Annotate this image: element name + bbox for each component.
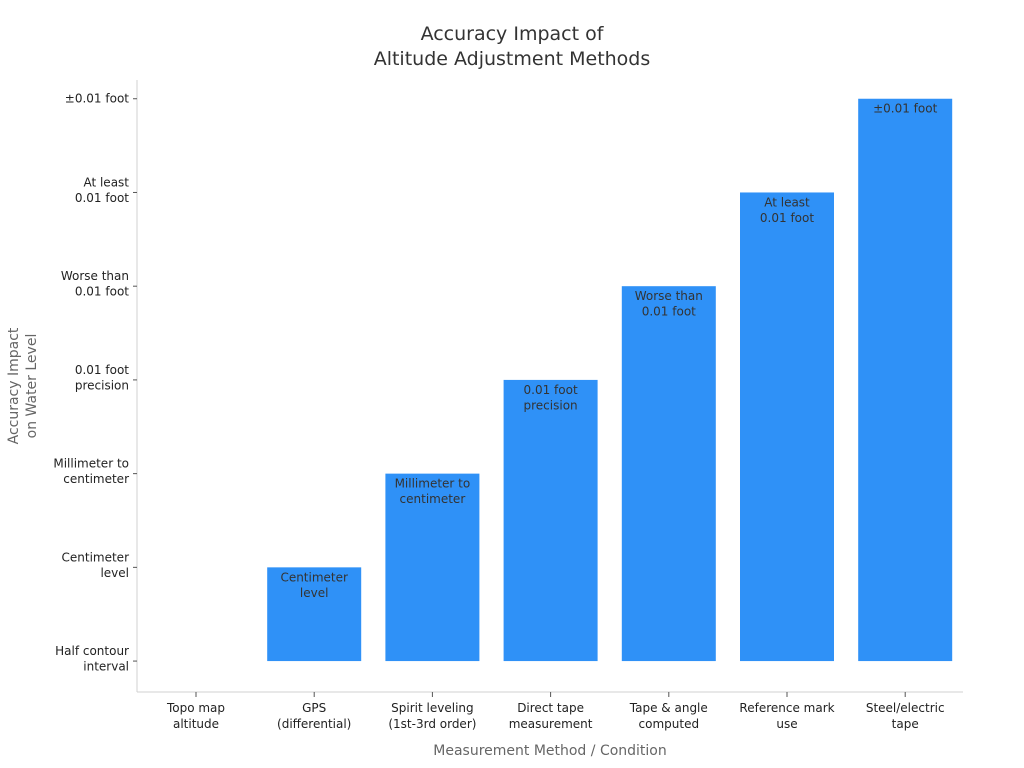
bar-data-label: 0.01 foot precision xyxy=(524,383,578,413)
y-tick-label: Worse than 0.01 foot xyxy=(61,269,129,299)
y-tick-label: ±0.01 foot xyxy=(65,92,129,106)
bar-data-label: Centimeter level xyxy=(280,570,348,600)
y-ticks: Half contour interval Centimeter level Milli… xyxy=(53,92,137,674)
y-tick-label: Centimeter level xyxy=(62,550,130,580)
y-tick-label: 0.01 foot precision xyxy=(75,363,129,393)
y-tick-label: Half contour interval xyxy=(55,644,129,674)
x-tick-label: Spirit leveling (1st-3rd order) xyxy=(388,701,476,731)
x-ticks: Topo map altitude GPS (differential) Spirit … xyxy=(166,692,945,731)
x-tick-label: Tape & angle computed xyxy=(629,701,708,731)
bar xyxy=(621,286,716,662)
y-axis-title-text: Accuracy Impact on Water Level xyxy=(6,327,40,444)
bar-data-label: At least 0.01 foot xyxy=(760,195,814,225)
bar xyxy=(267,567,362,662)
plot-area: Centimeter level Millimeter to centimeter 0.… xyxy=(53,80,963,731)
y-tick-label: At least 0.01 foot xyxy=(75,175,129,205)
x-tick-label: Reference mark use xyxy=(739,701,834,731)
chart-title: Accuracy Impact of Altitude Adjustment Me… xyxy=(374,23,651,70)
x-tick-label: Steel/electric tape xyxy=(866,701,945,731)
bar-data-label: Worse than 0.01 foot xyxy=(635,289,703,319)
bar-labels: Centimeter level Millimeter to centimeter 0.… xyxy=(280,102,937,600)
bar xyxy=(740,192,834,662)
x-tick-label: Topo map altitude xyxy=(166,701,225,731)
x-axis-title: Measurement Method / Condition xyxy=(433,743,667,759)
x-tick-label: Direct tape measurement xyxy=(509,701,593,731)
bar xyxy=(858,98,953,662)
chart-title-text: Accuracy Impact of Altitude Adjustment Me… xyxy=(374,23,651,70)
bar xyxy=(503,379,598,662)
bar xyxy=(385,473,480,662)
bar-data-label: Millimeter to centimeter xyxy=(395,477,471,507)
bar-data-label: ±0.01 foot xyxy=(873,102,937,116)
bars xyxy=(267,98,953,662)
y-axis-title: Accuracy Impact on Water Level xyxy=(6,327,40,444)
y-tick-label: Millimeter to centimeter xyxy=(53,457,129,487)
x-tick-label: GPS (differential) xyxy=(277,701,351,731)
